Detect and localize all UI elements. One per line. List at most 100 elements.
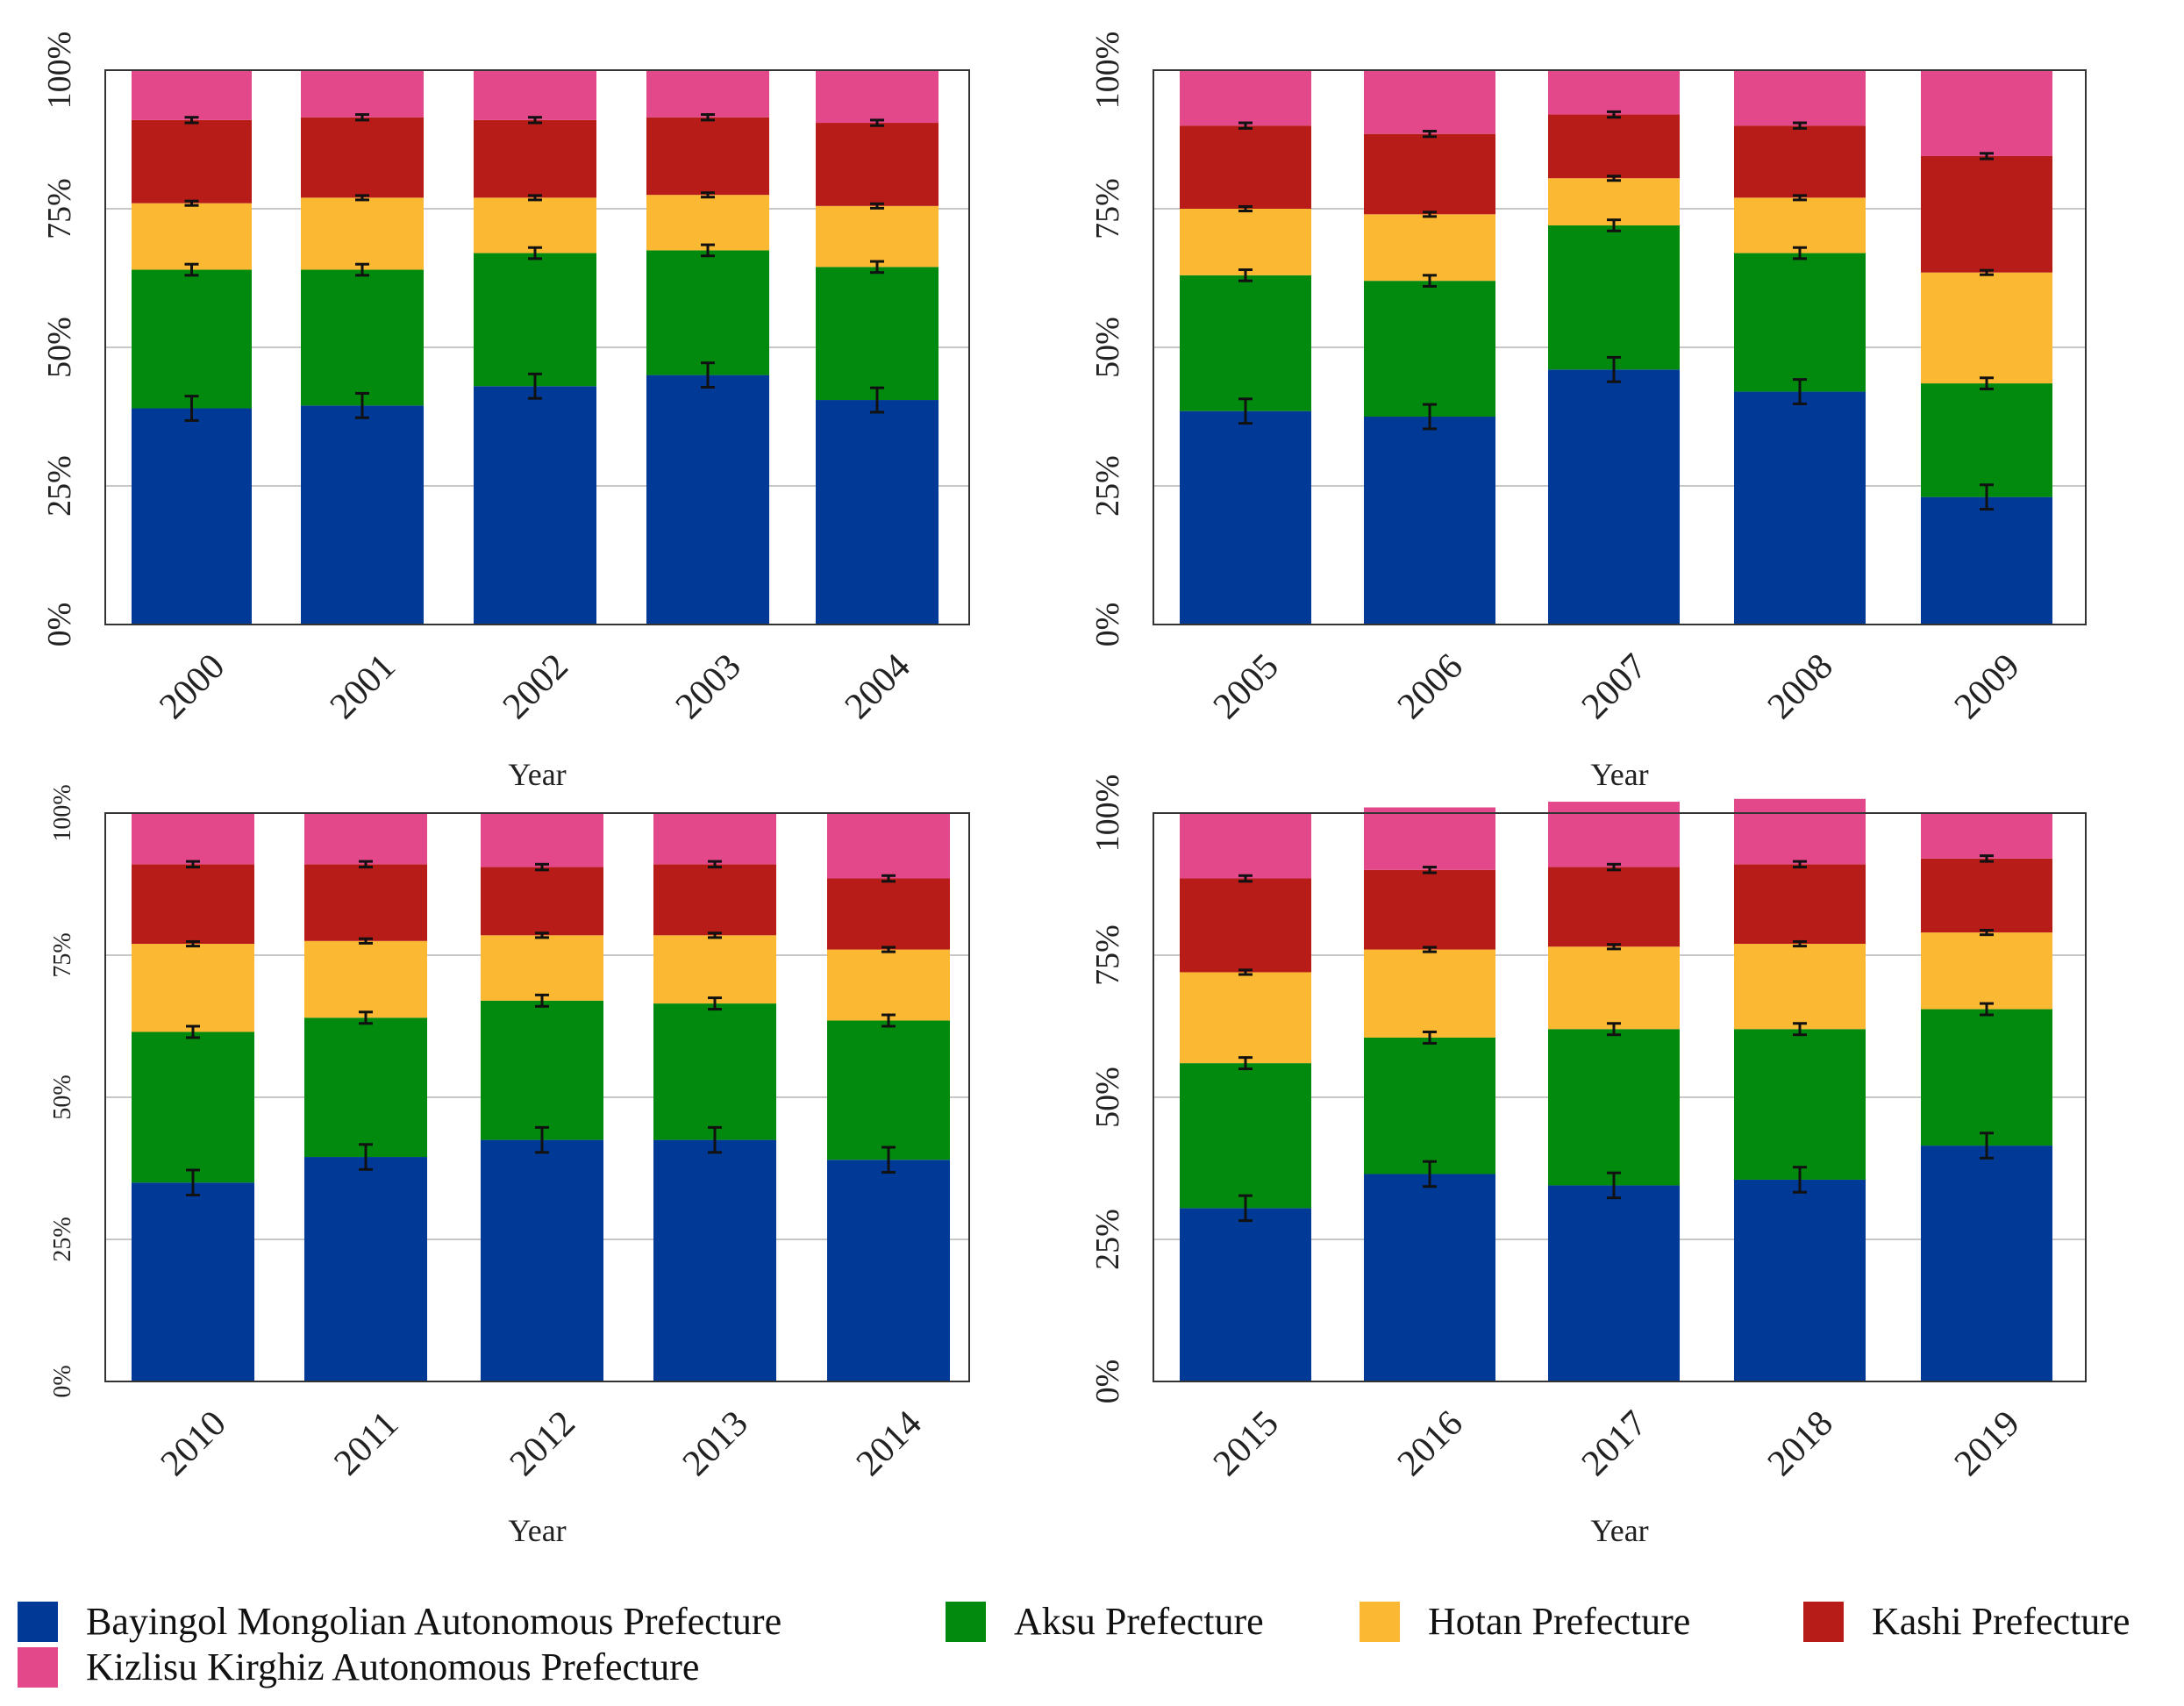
x-tick-label: 2005 <box>1206 646 1287 727</box>
plot-frame <box>104 812 970 1382</box>
bar-segment <box>1180 878 1311 973</box>
x-tick-label: 2011 <box>326 1403 406 1483</box>
y-tick-label: 100% <box>1089 32 1126 110</box>
bar-segment <box>132 70 252 120</box>
bar-segment <box>653 1139 776 1381</box>
x-tick-label: 2018 <box>1760 1403 1841 1484</box>
bar-segment <box>481 867 603 936</box>
legend-label-hotan: Hotan Prefecture <box>1428 1600 1691 1643</box>
bar-segment <box>1734 944 1866 1030</box>
bar-segment <box>653 935 776 1004</box>
bar-segment <box>301 405 424 625</box>
bar-segment <box>816 267 939 401</box>
bar-segment <box>132 813 254 865</box>
bar-segment <box>1921 155 2052 273</box>
x-tick-label: 2008 <box>1760 646 1841 727</box>
bar-segment <box>1548 1029 1680 1186</box>
bar-segment <box>646 375 769 625</box>
bar-segment <box>1364 1037 1495 1174</box>
bar-segment <box>653 1003 776 1140</box>
bar-segment <box>1548 946 1680 1030</box>
chart-panel-1: 0% 25% 50% 75% 100% 2000 2001 2002 2003 2004 Year <box>41 32 970 792</box>
x-tick-label: 2014 <box>849 1403 930 1484</box>
legend-swatch-bayingol <box>18 1601 58 1642</box>
bar-segment <box>1180 275 1311 411</box>
bar-segment <box>132 864 254 945</box>
bar-segment <box>1364 417 1495 625</box>
x-tick-label: 2015 <box>1206 1403 1287 1484</box>
bar-segment <box>132 944 254 1032</box>
x-axis-label: Year <box>508 1513 566 1548</box>
plot-frame <box>1153 812 2087 1382</box>
bar-segment <box>1921 932 2052 1010</box>
bar-segment <box>1548 225 1680 370</box>
y-tick-label: 25% <box>49 1217 76 1261</box>
y-tick-label: 25% <box>1089 1209 1126 1270</box>
x-tick-label: 2000 <box>152 646 232 727</box>
bar-segment <box>481 813 603 867</box>
bar-segment <box>1734 1029 1866 1180</box>
bar-segment <box>1734 125 1866 198</box>
bar-segment <box>132 1031 254 1183</box>
bar-segment <box>1734 798 1866 865</box>
y-tick-label: 25% <box>41 455 78 517</box>
x-tick-label: 2006 <box>1390 646 1471 727</box>
bar-segment <box>1734 1179 1866 1381</box>
bar-segment <box>1364 281 1495 417</box>
bar-segment <box>1364 214 1495 282</box>
legend-swatch-hotan <box>1360 1601 1400 1642</box>
bar-segment <box>1734 253 1866 392</box>
legend: Bayingol Mongolian Autonomous Prefecture… <box>18 1592 2175 1697</box>
plot-frame <box>104 69 970 625</box>
x-tick-label: 2007 <box>1574 646 1655 727</box>
bar-segment <box>304 813 427 865</box>
y-tick-label: 75% <box>49 932 76 977</box>
bar-segment <box>827 813 950 879</box>
bar-segment <box>304 1157 427 1381</box>
bar-segment <box>1180 70 1311 126</box>
x-tick-label: 2009 <box>1947 646 2028 727</box>
bar-segment <box>1734 70 1866 126</box>
y-tick-label: 0% <box>49 1365 76 1397</box>
chart-panel-3: 0% 25% 50% 75% 100% 2010 2011 2012 2013 2014 Year <box>49 784 970 1548</box>
bar-segment <box>1548 369 1680 625</box>
bar-segment <box>1548 178 1680 225</box>
legend-item-kashi: Kashi Prefecture <box>1803 1599 2130 1644</box>
legend-label-aksu: Aksu Prefecture <box>1014 1600 1264 1643</box>
bar-segment <box>1180 209 1311 275</box>
bar-segment <box>1180 1208 1311 1381</box>
bar-segment <box>474 197 596 253</box>
bar-segment <box>653 864 776 936</box>
bar-segment <box>827 1020 950 1160</box>
y-tick-label: 100% <box>41 32 78 110</box>
bar-segment <box>474 119 596 198</box>
chart-panel-4: 0% 25% 50% 75% 100% 2015 2016 2017 2018 2019 Year <box>1089 774 2087 1548</box>
x-tick-label: 2013 <box>675 1403 756 1484</box>
legend-swatch-aksu <box>946 1601 986 1642</box>
bar-segment <box>1364 807 1495 870</box>
bar-segment <box>1548 1185 1680 1381</box>
bar-segment <box>653 813 776 865</box>
bar-segment <box>132 1182 254 1381</box>
y-tick-label: 0% <box>41 603 78 647</box>
y-tick-label: 50% <box>1089 1067 1126 1128</box>
bar-segment <box>1364 133 1495 215</box>
x-tick-label: 2010 <box>153 1403 234 1484</box>
bar-segment <box>1364 869 1495 950</box>
legend-label-kashi: Kashi Prefecture <box>1872 1600 2130 1643</box>
legend-item-kizlisu: Kizlisu Kirghiz Autonomous Prefecture <box>18 1645 699 1689</box>
bar-segment <box>816 400 939 625</box>
bar-segment <box>1548 802 1680 867</box>
x-tick-label: 2019 <box>1947 1403 2028 1484</box>
bar-segment <box>646 70 769 118</box>
y-tick-label: 75% <box>1089 924 1126 986</box>
y-tick-label: 50% <box>41 317 78 378</box>
bar-segment <box>1921 272 2052 384</box>
bar-segment <box>827 878 950 950</box>
bar-segment <box>1921 1146 2052 1381</box>
x-axis-label: Year <box>508 757 566 792</box>
x-tick-label: 2012 <box>503 1403 583 1484</box>
legend-item-hotan: Hotan Prefecture <box>1360 1599 1690 1644</box>
legend-item-bayingol: Bayingol Mongolian Autonomous Prefecture <box>18 1599 782 1644</box>
bar-segment <box>816 70 939 124</box>
